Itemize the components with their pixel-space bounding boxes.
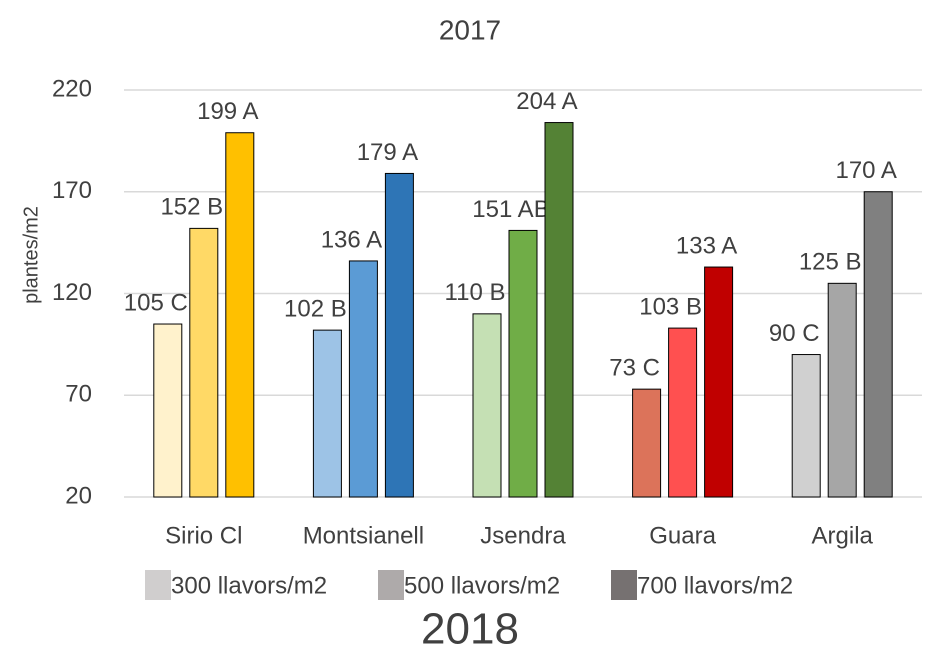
data-label: 73 C [609, 354, 660, 381]
legend-label: 300 llavors/m2 [171, 572, 327, 599]
bar [225, 132, 255, 498]
bar [827, 282, 857, 498]
data-label: 199 A [197, 98, 258, 125]
x-tick-label: Montsianell [303, 522, 424, 549]
x-tick-label: Jsendra [480, 522, 566, 549]
legend-label: 700 llavors/m2 [637, 572, 793, 599]
x-tick-label: Argila [812, 522, 874, 549]
legend-label: 500 llavors/m2 [404, 572, 560, 599]
footer-text: 2018 [421, 605, 519, 654]
chart-title: 2017 [439, 14, 501, 45]
data-label: 110 B [445, 279, 506, 306]
data-label: 133 A [676, 232, 737, 259]
bar [348, 260, 378, 498]
y-tick-label: 120 [52, 279, 92, 306]
legend-swatch [378, 570, 404, 600]
data-label: 136 A [321, 226, 382, 253]
data-label: 204 A [516, 88, 577, 115]
bar [791, 354, 821, 498]
data-label: 179 A [357, 139, 418, 166]
bar [632, 388, 662, 498]
bar [863, 191, 893, 498]
x-tick-label: Sirio Cl [165, 522, 242, 549]
data-label: 170 A [835, 157, 896, 184]
data-label: 90 C [769, 320, 820, 347]
data-label: 125 B [799, 249, 862, 276]
bar [384, 172, 414, 498]
y-tick-label: 220 [52, 75, 92, 102]
y-axis-label: plantes/m2 [20, 206, 42, 304]
bar [508, 229, 538, 498]
data-label: 152 B [160, 194, 223, 221]
data-label: 151 AB [472, 196, 549, 223]
bar [189, 227, 219, 498]
bar [704, 266, 734, 498]
y-tick-label: 20 [65, 482, 92, 509]
bar [668, 327, 698, 498]
legend-swatch [145, 570, 171, 600]
x-tick-label: Guara [649, 522, 716, 549]
bar [153, 323, 183, 498]
data-label: 102 B [284, 295, 347, 322]
y-tick-label: 170 [52, 177, 92, 204]
bar [544, 122, 574, 498]
data-label: 103 B [639, 293, 702, 320]
bar [472, 313, 502, 498]
bar [312, 329, 342, 498]
y-tick-label: 70 [65, 381, 92, 408]
data-label: 105 C [124, 289, 188, 316]
legend-swatch [611, 570, 637, 600]
